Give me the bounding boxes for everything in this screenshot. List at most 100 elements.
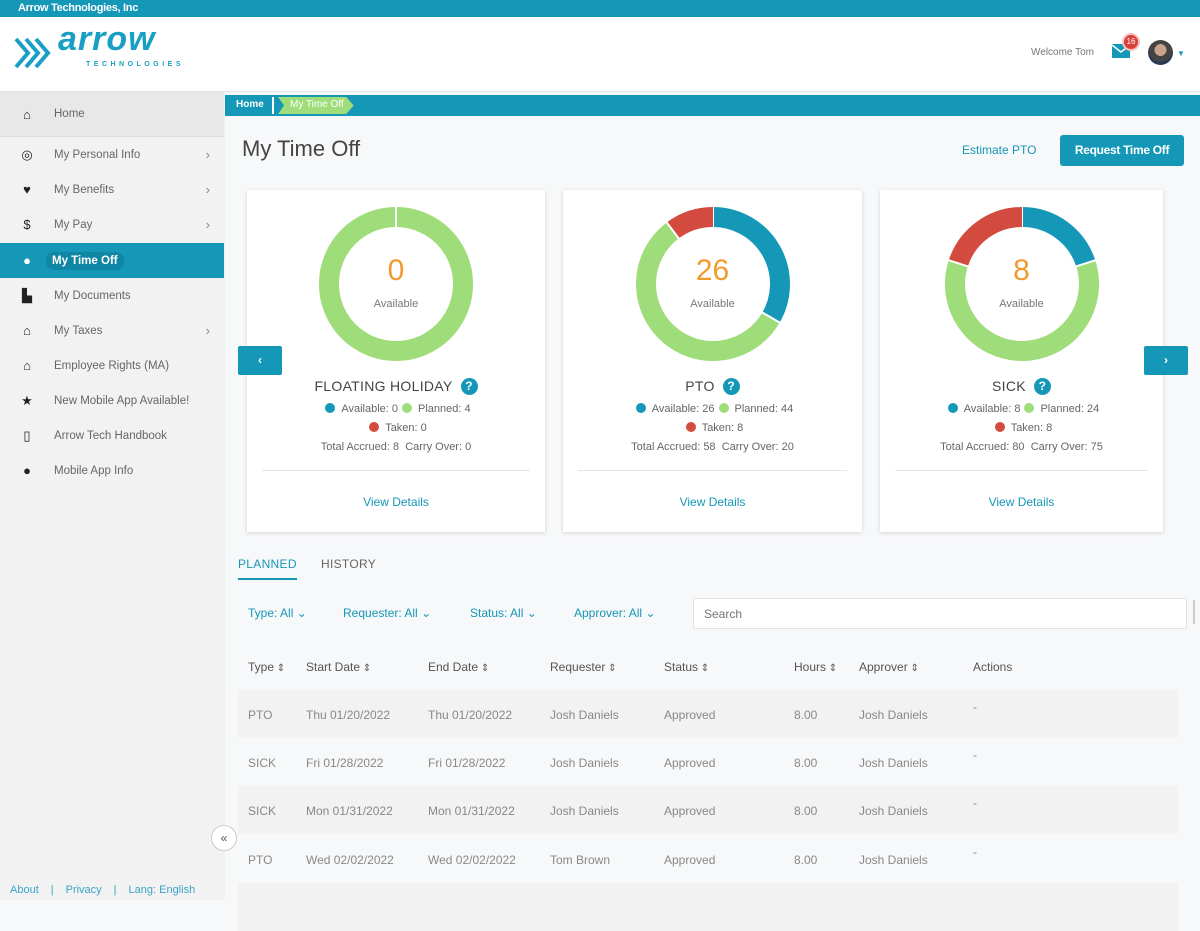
view-details-link[interactable]: View Details [363, 495, 429, 509]
prev-card-button[interactable]: ‹ [238, 346, 282, 375]
avatar[interactable] [1148, 40, 1173, 65]
accrued-label: Total Accrued: [631, 441, 701, 453]
cell-type: SICK [248, 756, 277, 770]
cell-actions[interactable]: - [973, 748, 977, 762]
column-header-start-date[interactable]: Start Date ⇕ [306, 660, 371, 674]
logo-sub: TECHNOLOGIES [86, 61, 185, 68]
column-header-end-date[interactable]: End Date ⇕ [428, 660, 489, 674]
search-input[interactable] [693, 598, 1187, 629]
type-filter[interactable]: Type: All ⌄ [248, 606, 307, 620]
chevron-down-icon: ⌄ [526, 606, 537, 620]
cell-type: PTO [248, 708, 273, 722]
page-title: My Time Off [242, 136, 361, 161]
cell-type: PTO [248, 853, 273, 867]
taken-dot [369, 422, 380, 432]
cell-actions[interactable]: - [973, 845, 977, 859]
cell-status: Approved [664, 853, 716, 867]
column-header-status[interactable]: Status ⇕ [664, 660, 709, 674]
sort-icon[interactable]: ⇕ [907, 663, 919, 674]
about-link[interactable]: About [10, 884, 39, 896]
sidebar-item-label: Home [54, 108, 85, 120]
sidebar-item-arrow-tech-handbook[interactable]: ▯ Arrow Tech Handbook [0, 418, 224, 453]
cell-requester: Josh Daniels [550, 756, 619, 770]
column-header-label: Type [248, 660, 275, 674]
help-icon[interactable]: ? [1033, 378, 1051, 395]
column-header-approver[interactable]: Approver ⇕ [859, 660, 919, 674]
tab-planned[interactable]: PLANNED [238, 557, 297, 580]
sort-icon[interactable]: ⇕ [605, 663, 617, 674]
sidebar-item-new-mobile-app-available[interactable]: ★ New Mobile App Available! [0, 383, 224, 418]
table-row[interactable]: SICK Fri 01/28/2022 Fri 01/28/2022 Josh Dan… [238, 738, 1178, 786]
scrollbar[interactable] [1193, 600, 1195, 624]
column-header-hours[interactable]: Hours ⇕ [794, 660, 837, 674]
language-link[interactable]: Lang: English [128, 884, 196, 896]
breadcrumb-home[interactable]: Home [228, 97, 274, 114]
sidebar-item-my-pay[interactable]: $ My Pay › [0, 207, 224, 242]
collapse-sidebar-button[interactable]: « [211, 825, 237, 851]
sort-icon[interactable]: ⇕ [478, 663, 490, 674]
caret-down-icon[interactable]: ▼ [1177, 49, 1185, 58]
column-header-label: Approver [859, 660, 908, 674]
carry-label: Carry Over: [721, 441, 779, 453]
planned-dot [1024, 403, 1035, 413]
time-off-card: 8 Available SICK? Available: 8 Planned: 24 Ta… [880, 190, 1163, 532]
donut-segment-taken [666, 207, 713, 239]
available-number: 26 [695, 254, 730, 287]
help-icon[interactable]: ? [460, 378, 478, 395]
sidebar-item-my-time-off[interactable]: ● My Time Off [0, 243, 224, 278]
request-time-off-button[interactable]: Request Time Off [1060, 135, 1184, 166]
cell-approver: Josh Daniels [859, 756, 928, 770]
logo-word[interactable]: arrow [58, 20, 156, 58]
column-header-actions[interactable]: Actions [973, 660, 1012, 674]
arrow-logo-icon [14, 37, 51, 69]
sidebar-item-my-benefits[interactable]: ♥ My Benefits › [0, 172, 224, 207]
sort-icon[interactable]: ⇕ [826, 663, 838, 674]
approver-filter[interactable]: Approver: All ⌄ [574, 606, 655, 620]
privacy-link[interactable]: Privacy [65, 884, 102, 896]
estimate-pto-link[interactable]: Estimate PTO [962, 143, 1037, 157]
sort-icon[interactable]: ⇕ [698, 663, 710, 674]
column-header-label: Hours [794, 660, 827, 674]
view-details-link[interactable]: View Details [679, 495, 746, 509]
taken-dot [994, 422, 1005, 432]
sidebar-item-my-taxes[interactable]: ⌂ My Taxes › [0, 313, 224, 348]
sidebar-item-label: Employee Rights (MA) [54, 359, 170, 372]
table-row[interactable]: SICK Mon 01/31/2022 Mon 01/31/2022 Josh Dan… [238, 786, 1178, 834]
cell-hours: 8.00 [794, 756, 818, 770]
cell-approver: Josh Daniels [859, 853, 928, 867]
sort-icon[interactable]: ⇕ [274, 663, 286, 674]
cell-approver: Josh Daniels [859, 708, 928, 722]
cell-actions[interactable]: - [973, 700, 977, 714]
tab-history[interactable]: HISTORY [321, 557, 377, 571]
sidebar-item-label: My Documents [54, 289, 131, 302]
sidebar-item-employee-rights-ma[interactable]: ⌂ Employee Rights (MA) [0, 348, 224, 383]
segment-separator [947, 258, 969, 268]
sidebar-item-home[interactable]: ⌂ Home [0, 92, 224, 137]
sort-icon[interactable]: ⇕ [360, 663, 372, 674]
planned-label: Planned: [734, 403, 778, 415]
sidebar-item-my-documents[interactable]: ▙ My Documents [0, 278, 224, 313]
help-icon[interactable]: ? [722, 378, 740, 395]
cell-start-date: Mon 01/31/2022 [306, 804, 393, 818]
table-row[interactable]: PTO Wed 02/02/2022 Wed 02/02/2022 Tom Brown… [238, 835, 1178, 883]
donut-chart [319, 206, 473, 361]
column-header-requester[interactable]: Requester ⇕ [550, 660, 617, 674]
column-header-type[interactable]: Type ⇕ [248, 660, 285, 674]
chevron-right-icon: › [205, 147, 210, 162]
sidebar-item-my-personal-info[interactable]: ◎ My Personal Info › [0, 137, 224, 172]
view-details-link[interactable]: View Details [988, 495, 1055, 509]
table-row[interactable]: PTO Thu 01/20/2022 Thu 01/20/2022 Josh Dani… [238, 690, 1178, 738]
cell-actions[interactable]: - [973, 796, 977, 810]
taken-dot [685, 422, 696, 432]
requester-filter[interactable]: Requester: All ⌄ [343, 606, 431, 620]
taken-label: Taken: [701, 422, 735, 434]
divider [578, 470, 847, 471]
next-card-button[interactable]: › [1144, 346, 1188, 375]
available-dot [635, 403, 646, 413]
sidebar-item-mobile-app-info[interactable]: ● Mobile App Info [0, 453, 224, 488]
available-value: 0 [391, 403, 399, 415]
status-filter[interactable]: Status: All ⌄ [470, 606, 537, 620]
table-row[interactable] [238, 883, 1178, 931]
donut-segment-available [1021, 207, 1095, 267]
accrued-label: Total Accrued: [320, 441, 390, 453]
